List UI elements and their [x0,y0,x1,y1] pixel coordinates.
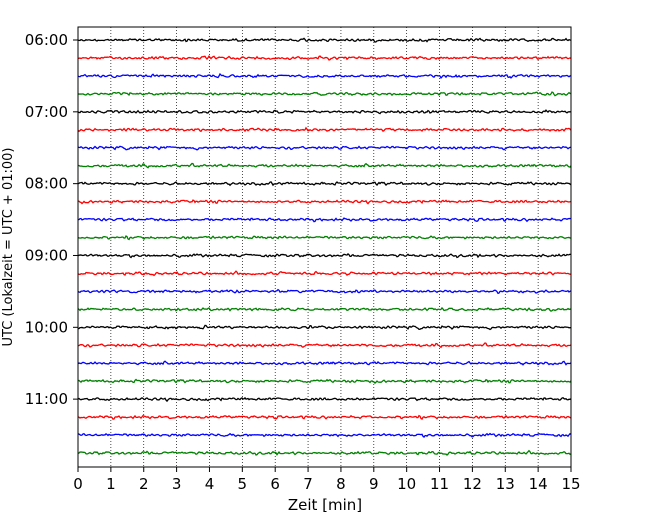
x-tick-label-14: 14 [529,475,548,493]
x-tick-label-7: 7 [303,475,313,493]
x-tick-label-6: 6 [270,475,280,493]
y-tick-label-1: 07:00 [25,103,68,121]
vertical-gridlines [110,27,539,467]
y-tick-label-4: 10:00 [25,318,68,336]
trace-1030 [77,360,572,366]
x-tick-label-15: 15 [561,475,580,493]
x-axis-ticks: 0 1 2 3 4 5 6 7 8 9 10 11 12 13 14 15 [73,467,581,493]
trace-0800 [77,181,572,187]
trace-0830 [77,217,572,223]
trace-1015 [77,342,572,349]
x-tick-label-10: 10 [397,475,416,493]
trace-0900 [77,252,572,259]
trace-1100 [77,396,572,403]
x-axis-label: Zeit [min] [288,496,362,514]
trace-1000 [77,324,572,331]
trace-lines [77,37,572,456]
trace-0630 [77,72,572,80]
trace-1045 [77,378,572,385]
y-tick-label-0: 06:00 [25,31,68,49]
y-tick-label-5: 11:00 [25,390,68,408]
x-tick-label-8: 8 [336,475,346,493]
plot-frame [77,26,572,468]
trace-1130 [77,432,572,438]
trace-0945 [77,306,572,312]
trace-0615 [77,55,572,61]
trace-0730 [77,145,572,151]
x-tick-label-0: 0 [73,475,83,493]
trace-0815 [77,199,572,205]
trace-0930 [77,288,572,295]
x-tick-label-4: 4 [205,475,215,493]
trace-0915 [77,270,572,277]
trace-0845 [77,235,572,241]
trace-1115 [77,414,572,420]
y-axis-ticks: 06:00 07:00 08:00 09:00 10:00 11:00 [25,31,78,408]
y-tick-label-3: 09:00 [25,246,68,264]
x-tick-label-13: 13 [496,475,515,493]
trace-0745 [77,162,572,169]
trace-0715 [77,126,572,133]
x-tick-label-9: 9 [369,475,379,493]
y-axis-label: UTC (Lokalzeit = UTC + 01:00) [1,148,16,347]
trace-0600 [77,37,572,43]
x-tick-label-5: 5 [238,475,248,493]
x-tick-label-2: 2 [139,475,149,493]
y-tick-label-2: 08:00 [25,175,68,193]
x-tick-label-3: 3 [172,475,182,493]
trace-1145 [77,449,572,456]
x-tick-label-12: 12 [463,475,482,493]
x-tick-label-1: 1 [106,475,116,493]
trace-0645 [77,91,572,97]
trace-0700 [77,109,572,115]
x-tick-label-11: 11 [430,475,449,493]
